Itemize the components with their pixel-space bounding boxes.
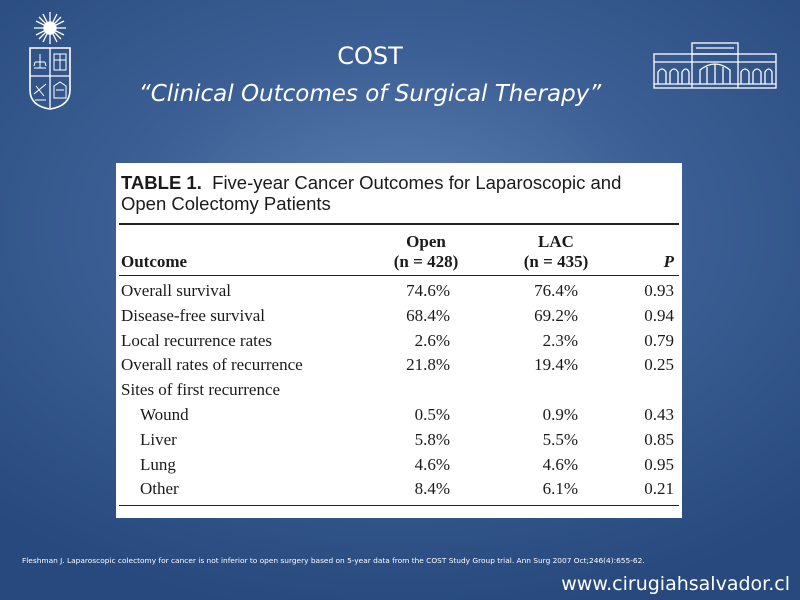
outcomes-table: TABLE 1. Five-year Cancer Outcomes for L… [116,163,682,518]
cell-p: 0.43 [644,405,674,424]
cell-outcome: Disease-free survival [121,305,265,325]
cell-open: 74.6% [406,281,450,300]
cell-lac: 5.5% [542,429,578,449]
cell-lac: 6.1% [542,479,578,499]
cell-p: 0.25 [644,355,674,375]
citation-footnote: Fleshman J. Laparoscopic colectomy for c… [22,556,645,565]
header-lac-n: (n = 435) [523,252,589,271]
slide-subtitle: “Clinical Outcomes of Surgical Therapy” [138,81,602,107]
cell-outcome: Liver [140,429,177,449]
header-p: P [663,252,674,271]
cell-lac: 76.4% [534,281,578,300]
table-caption: TABLE 1. Five-year Cancer Outcomes for L… [121,172,677,214]
cell-outcome: Overall survival [121,281,231,300]
cell-p: 0.21 [644,479,674,499]
header-outcome: Outcome [121,252,188,271]
header-open-n: (n = 428) [393,252,459,271]
cell-lac: 19.4% [534,355,578,375]
table-label: TABLE 1. [121,172,202,193]
cell-open: 68.4% [406,305,450,325]
cell-p: 0.94 [644,305,674,325]
cell-open: 2.6% [414,330,450,350]
cell-outcome: Wound [140,405,189,424]
table-caption-line1: Five-year Cancer Outcomes for Laparoscop… [212,172,622,193]
cell-outcome: Overall rates of recurrence [121,355,303,375]
table-header-rule [119,275,679,276]
hospital-building-icon [653,42,777,89]
table-top-rule [119,223,679,225]
cell-p: 0.93 [644,281,674,300]
cell-lac: 69.2% [534,305,578,325]
table-caption-line2: Open Colectomy Patients [121,193,331,214]
cell-lac: 2.3% [542,330,578,350]
header-lac: LAC [538,232,574,251]
header-open: Open [406,232,446,251]
cell-outcome: Other [140,479,179,499]
cell-lac: 4.6% [542,454,578,474]
cell-p: 0.79 [644,330,674,350]
university-crest-icon [29,12,71,110]
cell-outcome: Lung [140,454,176,474]
table-bottom-rule [119,505,679,506]
cell-open: 0.5% [414,405,450,424]
cell-p: 0.95 [644,454,674,474]
website-url: www.cirugiahsalvador.cl [561,573,790,595]
slide-title: COST [337,42,403,70]
cell-open: 4.6% [414,454,450,474]
cell-outcome: Sites of first recurrence [121,380,281,400]
cell-open: 5.8% [414,429,450,449]
cell-outcome: Local recurrence rates [121,330,272,350]
cell-open: 21.8% [406,355,450,375]
cell-open: 8.4% [414,479,450,499]
cell-lac: 0.9% [542,405,578,424]
cell-p: 0.85 [644,429,674,449]
